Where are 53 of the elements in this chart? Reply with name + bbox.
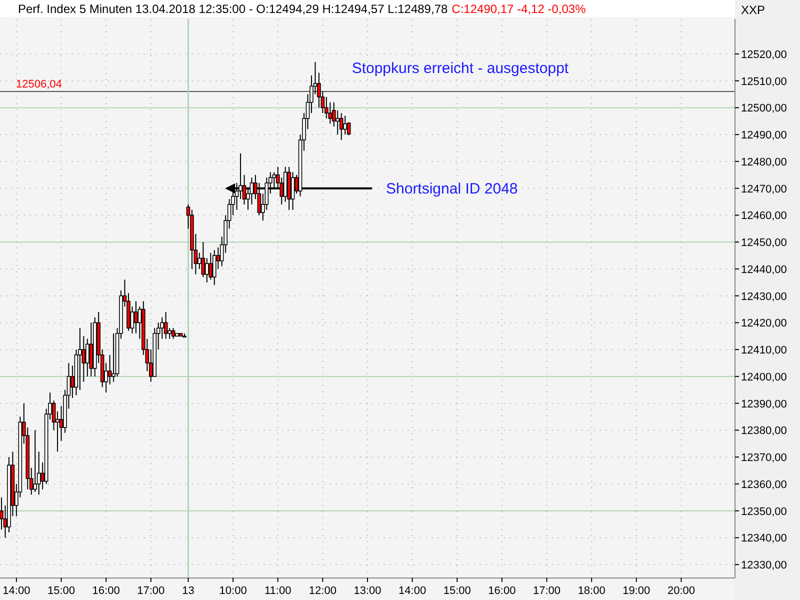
y-tick-label: 12460,00	[741, 210, 787, 222]
candlestick	[134, 300, 138, 334]
x-tick-label: 13	[182, 585, 194, 597]
y-tick-label: 12390,00	[741, 398, 787, 410]
x-tick-label: 13:00	[354, 585, 382, 597]
annotation: Shortsignal ID 2048	[386, 180, 518, 198]
chart-subtitle: C:12490,17 -4,12 -0,03%	[452, 2, 586, 16]
x-tick-label: 19:00	[622, 585, 650, 597]
candlestick	[171, 328, 176, 340]
candlestick	[336, 110, 340, 136]
x-tick-label: 14:00	[2, 585, 30, 597]
candlestick	[339, 112, 344, 140]
y-tick-label: 12500,00	[741, 102, 787, 115]
y-tick-label: 12490,00	[741, 130, 787, 142]
y-tick-label: 12450,00	[741, 237, 787, 250]
x-tick-label: 18:00	[578, 585, 606, 597]
y-tick-label: 12440,00	[741, 264, 787, 276]
x-tick-label: 17:00	[533, 585, 561, 597]
y-tick-label: 12420,00	[741, 318, 787, 330]
candlestick	[164, 311, 168, 340]
y-axis-title: XXP	[741, 3, 766, 17]
x-tick-label: 14:00	[398, 585, 426, 597]
x-tick-label: 20:00	[667, 585, 695, 597]
x-tick-label: 16:00	[92, 585, 120, 597]
chart-title: Perf. Index 5 Minuten 13.04.2018 12:35:00 - O:12494,29 H:12494,57 L:12489,78	[18, 2, 448, 16]
candlestick	[212, 250, 216, 286]
y-tick-label: 12520,00	[741, 48, 787, 61]
ref-line-label: 12506,04	[16, 78, 62, 90]
y-tick-label: 12410,00	[741, 344, 787, 357]
x-tick-label: 15:00	[47, 585, 76, 597]
x-tick-label: 11:00	[264, 585, 292, 597]
candlestick	[33, 430, 37, 492]
y-tick-label: 12470,00	[741, 183, 787, 196]
candlestick	[343, 115, 347, 136]
y-tick-label: 12380,00	[741, 425, 787, 438]
y-tick-label: 12360,00	[741, 478, 787, 491]
x-tick-label: 10:00	[219, 585, 247, 597]
y-tick-label: 12340,00	[741, 532, 787, 545]
x-tick-label: 15:00	[443, 585, 471, 597]
annotation: Stoppkurs erreicht - ausgestoppt	[352, 60, 570, 77]
y-tick-label: 12430,00	[741, 290, 787, 303]
candlestick	[205, 258, 209, 283]
x-tick-label: 17:00	[137, 585, 165, 597]
y-tick-label: 12350,00	[741, 506, 787, 518]
y-tick-label: 12400,00	[741, 371, 787, 384]
candlestick	[208, 252, 213, 280]
x-tick-label: 12:00	[308, 585, 336, 597]
x-tick-label: 16:00	[488, 585, 516, 597]
candlestick	[290, 172, 295, 210]
y-tick-label: 12510,00	[741, 76, 787, 88]
y-tick-label: 12480,00	[741, 156, 787, 168]
y-tick-label: 12330,00	[741, 560, 787, 572]
y-tick-label: 12370,00	[741, 452, 787, 464]
